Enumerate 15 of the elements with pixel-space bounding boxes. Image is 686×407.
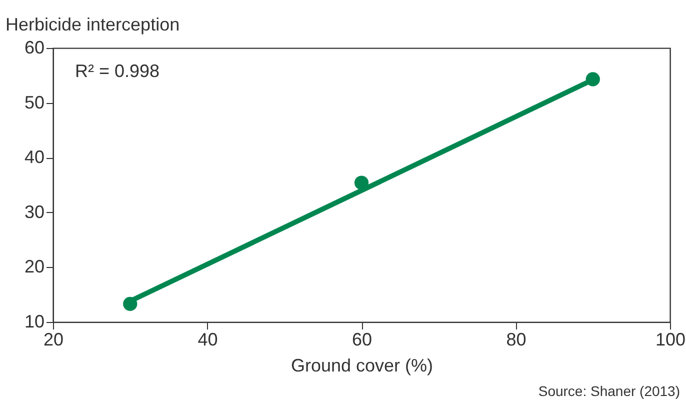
x-tick-label: 60 [352,330,372,350]
y-tick-label: 20 [24,256,44,277]
y-tick-label: 40 [24,147,44,168]
source-note: Source: Shaner (2013) [538,383,680,399]
x-tick-label: 20 [43,330,64,350]
y-tick-label: 10 [24,312,44,332]
x-tick-label: 100 [655,330,686,350]
y-tick-label: 50 [24,92,44,112]
y-tick-label: 60 [24,38,44,58]
y-tick-label: 30 [24,202,44,222]
annotation: R² = 0.998 [75,61,160,81]
x-tick-label: 40 [198,330,218,350]
x-tick-label: 80 [506,330,526,350]
y-axis-title: Herbicide interception [6,14,180,34]
x-axis-title: Ground cover (%) [290,356,434,376]
